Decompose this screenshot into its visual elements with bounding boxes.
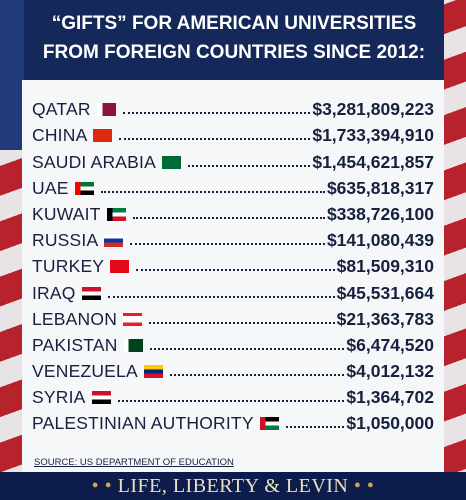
- table-row: UAE $635,818,317: [32, 173, 434, 199]
- table: QATAR $3,281,809,223 CHINA $1,733,394,910 SA…: [32, 94, 434, 434]
- flag-icon: [161, 155, 181, 169]
- country: UAE: [32, 177, 69, 198]
- amount: $1,364,702: [346, 387, 434, 408]
- amount: $4,012,132: [346, 361, 434, 382]
- panel: QATAR $3,281,809,223 CHINA $1,733,394,910 SA…: [22, 80, 444, 472]
- country: IRAQ: [32, 282, 76, 303]
- leader-dots: [136, 269, 335, 272]
- table-row: IRAQ $45,531,664: [32, 277, 434, 303]
- country: SAUDI ARABIA: [32, 151, 156, 172]
- flag-icon: [143, 365, 163, 379]
- leader-dots: [132, 216, 325, 219]
- amount: $45,531,664: [336, 282, 434, 303]
- flag-icon: [123, 338, 143, 352]
- amount: $338,726,100: [326, 203, 434, 224]
- header: “GIFTS” FOR AMERICAN UNIVERSITIES FROM F…: [24, 0, 444, 80]
- table-row: SAUDI ARABIA $1,454,621,857: [32, 146, 434, 172]
- amount: $81,509,310: [336, 256, 434, 277]
- amount: $1,050,000: [346, 413, 434, 434]
- leader-dots: [187, 164, 311, 167]
- flag-icon: [106, 207, 126, 221]
- country: LEBANON: [32, 308, 118, 329]
- flag-icon: [96, 103, 116, 117]
- amount: $21,363,783: [336, 308, 434, 329]
- leader-dots: [122, 112, 311, 115]
- amount: $141,080,439: [326, 230, 434, 251]
- table-row: KUWAIT $338,726,100: [32, 199, 434, 225]
- flag-icon: [91, 391, 111, 405]
- country: SYRIA: [32, 387, 86, 408]
- table-row: PALESTINIAN AUTHORITY $1,050,000: [32, 408, 434, 434]
- country: CHINA: [32, 125, 88, 146]
- flag-icon: [93, 129, 113, 143]
- amount: $6,474,520: [346, 334, 434, 355]
- leader-dots: [107, 295, 335, 298]
- flag-icon: [123, 312, 143, 326]
- amount: $1,733,394,910: [312, 125, 434, 146]
- banner-text: LIFE, LIBERTY & LEVIN: [117, 475, 349, 497]
- amount: $1,454,621,857: [312, 151, 434, 172]
- amount: $635,818,317: [326, 177, 434, 198]
- table-row: QATAR $3,281,809,223: [32, 94, 434, 120]
- banner: • • LIFE, LIBERTY & LEVIN • •: [0, 472, 466, 500]
- table-row: VENEZUELA $4,012,132: [32, 356, 434, 382]
- flag-icon: [81, 286, 101, 300]
- table-row: PAKISTAN $6,474,520: [32, 330, 434, 356]
- leader-dots: [117, 400, 345, 403]
- table-row: LEBANON $21,363,783: [32, 304, 434, 330]
- source: SOURCE: US DEPARTMENT OF EDUCATION: [34, 457, 234, 468]
- leader-dots: [285, 426, 345, 429]
- title-line: FROM FOREIGN COUNTRIES SINCE 2012:: [42, 42, 426, 63]
- leader-dots: [169, 374, 345, 377]
- flag-icon: [74, 181, 94, 195]
- country: TURKEY: [32, 256, 105, 277]
- table-row: CHINA $1,733,394,910: [32, 120, 434, 146]
- country: RUSSIA: [32, 230, 99, 251]
- flag-icon: [110, 260, 130, 274]
- amount: $3,281,809,223: [312, 99, 434, 120]
- leader-dots: [130, 243, 325, 246]
- country: PALESTINIAN AUTHORITY: [32, 413, 254, 434]
- leader-dots: [100, 190, 325, 193]
- table-row: TURKEY $81,509,310: [32, 251, 434, 277]
- leader-dots: [149, 321, 335, 324]
- country: VENEZUELA: [32, 361, 138, 382]
- country: KUWAIT: [32, 203, 101, 224]
- title-line: “GIFTS” FOR AMERICAN UNIVERSITIES: [51, 13, 417, 34]
- leader-dots: [149, 347, 345, 350]
- country: QATAR: [32, 99, 91, 120]
- country: PAKISTAN: [32, 334, 118, 355]
- table-row: SYRIA $1,364,702: [32, 382, 434, 408]
- leader-dots: [119, 138, 311, 141]
- table-row: RUSSIA $141,080,439: [32, 225, 434, 251]
- flag-icon: [259, 417, 279, 431]
- flag-icon: [104, 234, 124, 248]
